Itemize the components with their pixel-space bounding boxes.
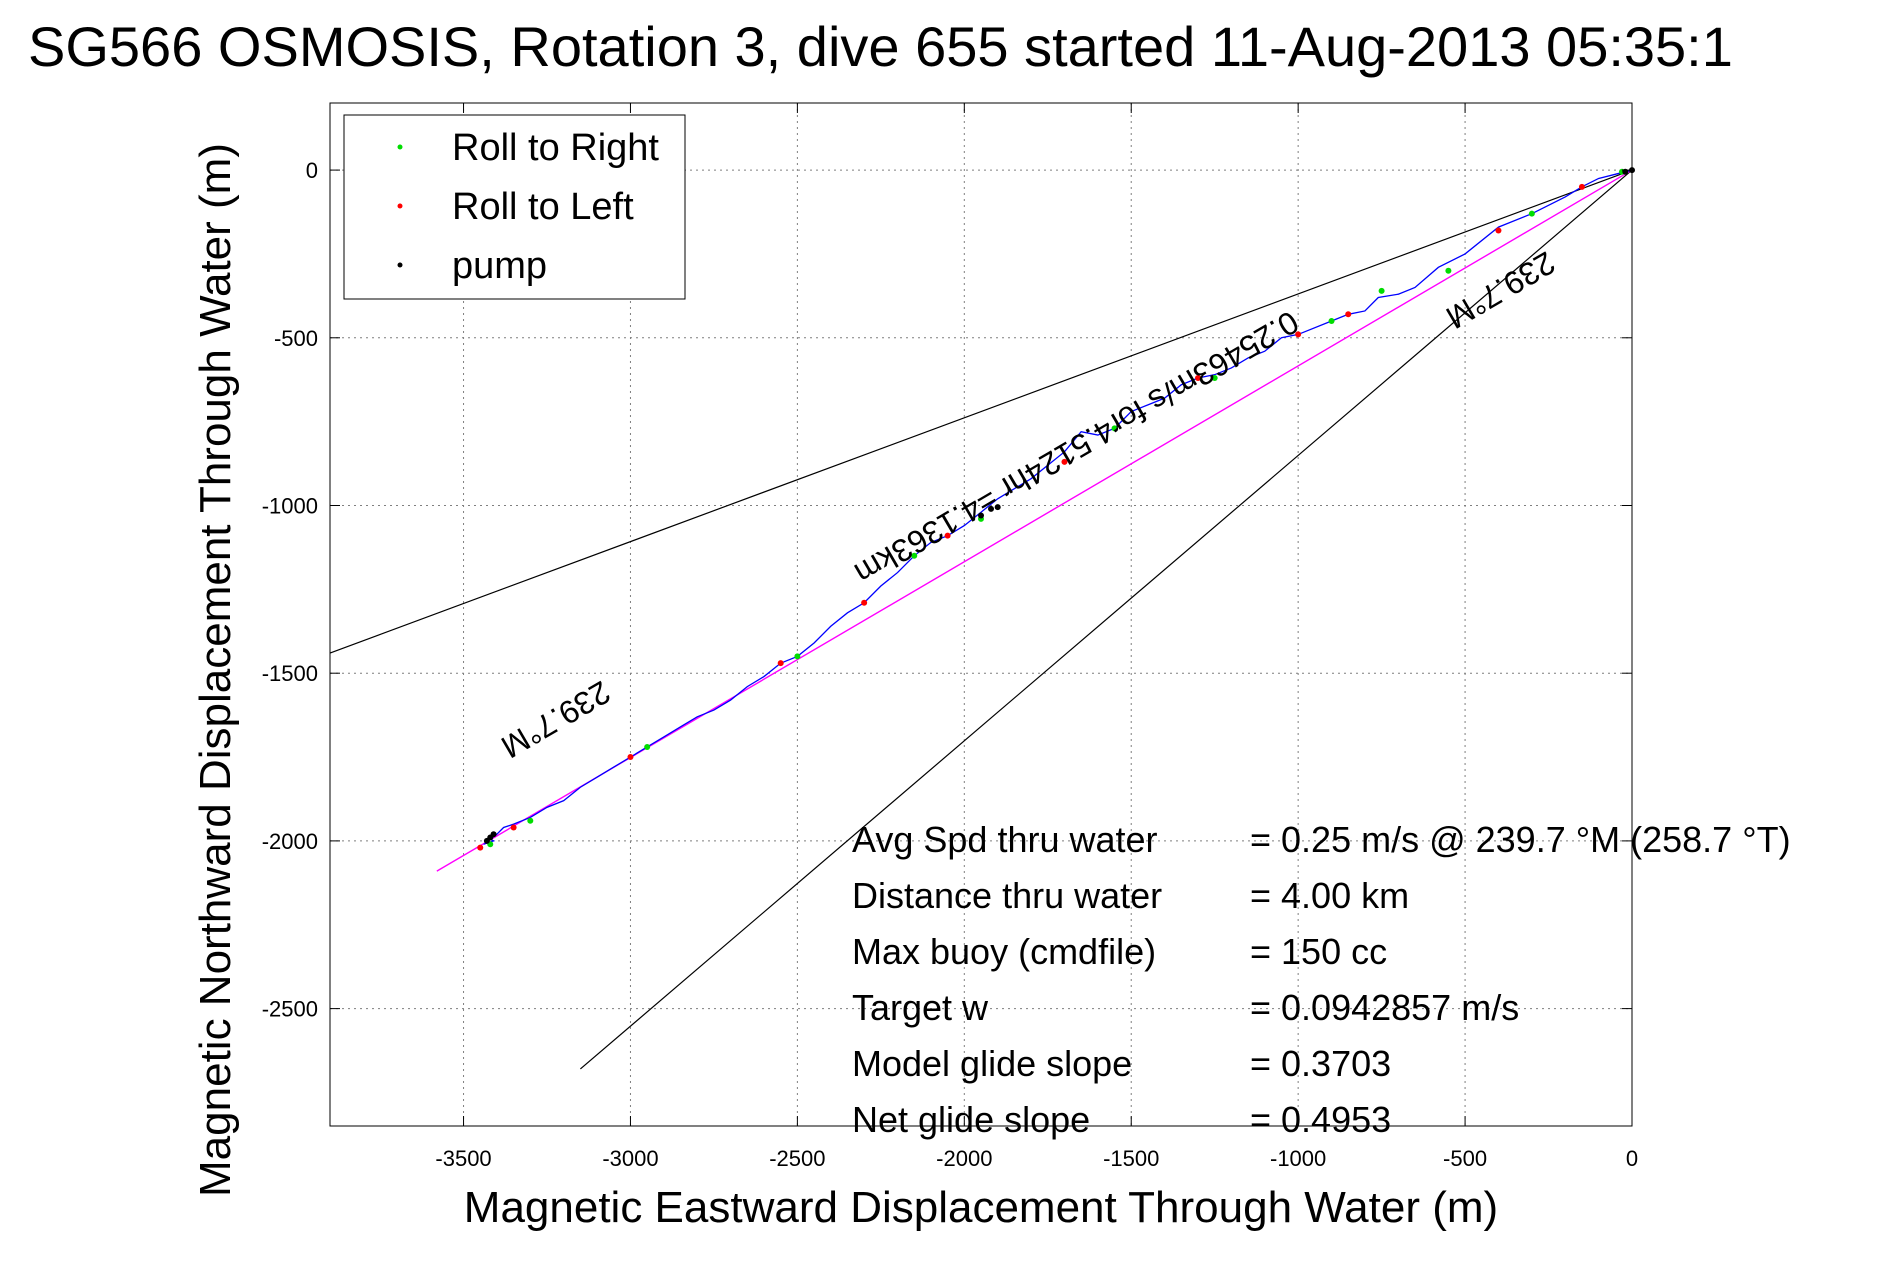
roll-right-point xyxy=(644,743,651,750)
legend-marker xyxy=(397,203,403,209)
roll-left-point xyxy=(1345,311,1352,318)
y-axis-title: Magnetic Northward Displacement Through … xyxy=(191,143,240,1197)
roll-right-point xyxy=(527,817,534,824)
roll-left-point xyxy=(777,660,784,667)
roll-left-point xyxy=(1295,331,1302,338)
plot-frame xyxy=(329,102,1633,1127)
y-tick-label: -2000 xyxy=(262,829,318,854)
stat-value: = 0.3703 xyxy=(1250,1043,1391,1084)
glider-track xyxy=(483,169,1633,845)
x-axis-title: Magnetic Eastward Displacement Through W… xyxy=(464,1183,1498,1232)
y-tick-label: -1000 xyxy=(262,493,318,518)
roll-right-point xyxy=(911,552,918,559)
roll-markers xyxy=(477,167,1635,851)
pump-point xyxy=(978,512,984,519)
roll-left-point xyxy=(1195,375,1201,382)
x-tick-label: -1500 xyxy=(1103,1146,1159,1171)
legend-marker xyxy=(397,262,403,268)
roll-right-point xyxy=(1378,287,1385,294)
x-tick-label: 0 xyxy=(1626,1146,1638,1171)
stat-value: = 4.00 km xyxy=(1250,875,1409,916)
stat-label: Max buoy (cmdfile) xyxy=(852,931,1156,972)
roll-right-point xyxy=(1528,210,1535,217)
legend-marker xyxy=(397,144,403,150)
roll-left-point xyxy=(1495,227,1502,234)
roll-right-point xyxy=(794,653,801,660)
stat-value: = 150 cc xyxy=(1250,931,1387,972)
stat-value: = 0.0942857 m/s xyxy=(1250,987,1519,1028)
pump-point xyxy=(483,837,490,844)
pump-point xyxy=(490,831,497,838)
stat-value: = 0.4953 xyxy=(1250,1099,1391,1140)
x-tick-label: -3500 xyxy=(435,1146,491,1171)
y-tick-label: -1500 xyxy=(262,661,318,686)
y-tick-label: -2500 xyxy=(262,997,318,1022)
roll-right-point xyxy=(1111,425,1118,432)
x-tick-label: -500 xyxy=(1443,1146,1487,1171)
stat-label: Distance thru water xyxy=(852,875,1162,916)
plot-area: 239.7°M0.25463m/s for4.5124hr =4.1363km2… xyxy=(262,102,1638,1171)
legend-label: pump xyxy=(452,245,547,287)
roll-right-point xyxy=(1211,375,1218,382)
x-tick-label: -2000 xyxy=(936,1146,992,1171)
heading-bound-line xyxy=(579,169,1633,1070)
legend-label: Roll to Left xyxy=(452,186,634,228)
roll-left-point xyxy=(1061,458,1068,465)
roll-right-point xyxy=(1328,318,1335,325)
roll-left-point xyxy=(510,824,517,831)
stat-label: Net glide slope xyxy=(852,1099,1090,1140)
roll-left-point xyxy=(944,532,951,539)
y-tick-label: -500 xyxy=(274,326,318,351)
chart-title: SG566 OSMOSIS, Rotation 3, dive 655 star… xyxy=(28,15,1733,78)
y-tick-label: 0 xyxy=(306,158,318,183)
pump-point xyxy=(988,505,995,512)
stat-label: Target w xyxy=(852,987,989,1028)
dive-statistics: Avg Spd thru water = 0.25 m/s @ 239.7 °M … xyxy=(852,819,1791,1140)
x-axis-ticks: -3500 -3000 -2500 -2000 -1500 -1000 -500 0 xyxy=(435,103,1638,1171)
y-axis-ticks: 0 -500 -1000 -1500 -2000 -2500 xyxy=(262,158,1632,1022)
roll-left-point xyxy=(477,844,484,851)
legend: Roll to Right Roll to Left pump xyxy=(343,114,686,300)
stat-value: = 0.25 m/s @ 239.7 °M (258.7 °T) xyxy=(1250,819,1791,860)
x-tick-label: -1000 xyxy=(1270,1146,1326,1171)
roll-left-point xyxy=(1578,183,1585,190)
roll-left-point xyxy=(627,754,634,761)
stat-label: Model glide slope xyxy=(852,1043,1132,1084)
roll-right-point xyxy=(1445,267,1452,274)
roll-left-point xyxy=(861,599,868,606)
pump-point xyxy=(994,504,1001,511)
legend-label: Roll to Right xyxy=(452,127,659,169)
stat-label: Avg Spd thru water xyxy=(852,819,1158,860)
heading-bound-line xyxy=(329,169,1633,654)
x-tick-label: -2500 xyxy=(769,1146,825,1171)
track-line xyxy=(483,169,1633,845)
x-tick-label: -3000 xyxy=(602,1146,658,1171)
bound-lines xyxy=(329,169,1633,1070)
